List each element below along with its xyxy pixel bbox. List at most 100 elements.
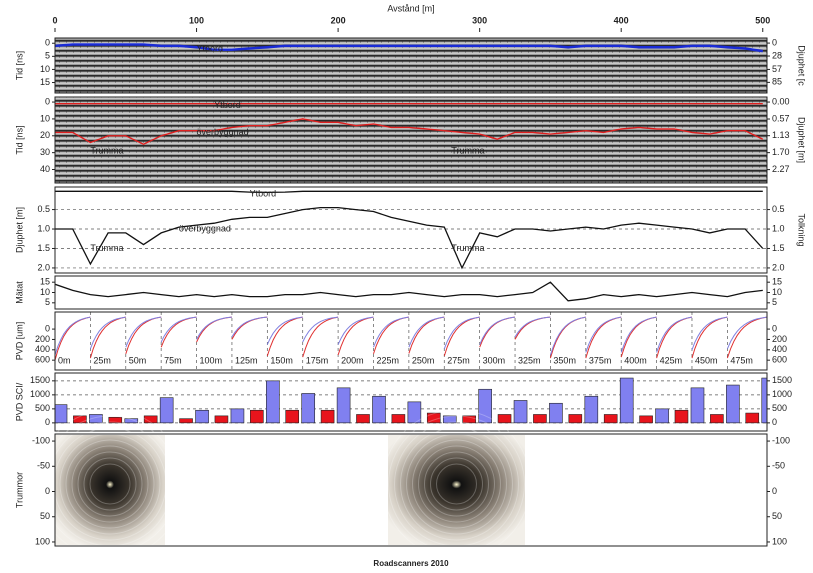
series-label: överbyggnad <box>179 223 231 233</box>
y-tick-label: 10 <box>40 64 50 74</box>
series-label: Ytbord <box>214 100 241 110</box>
station-label: 475m <box>730 355 753 365</box>
y2-tick-label: 5 <box>772 297 777 307</box>
bar <box>675 410 688 423</box>
y-tick-label: 1500 <box>30 375 50 385</box>
bar <box>710 414 723 422</box>
y2-tick-label: 0.57 <box>772 113 790 123</box>
y-tick-label: 600 <box>35 355 50 365</box>
y-tick-label: -100 <box>32 435 50 445</box>
bar <box>549 403 562 423</box>
y-tick-label: 0 <box>45 417 50 427</box>
y-axis-label: PVD [um] <box>14 322 24 361</box>
y2-tick-label: 0 <box>772 486 777 496</box>
station-label: 125m <box>235 355 258 365</box>
y2-tick-label: 85 <box>772 77 782 87</box>
y-tick-label: 30 <box>40 147 50 157</box>
y-tick-label: 500 <box>35 403 50 413</box>
series-label: Ytbord <box>197 44 224 54</box>
y-tick-label: 15 <box>40 277 50 287</box>
station-label: 25m <box>93 355 111 365</box>
x-tick-label: 0 <box>52 15 57 25</box>
y-axis-label: Djuphet [m] <box>14 207 24 253</box>
y-tick-label: 15 <box>40 77 50 87</box>
plot-area: Ytbord <box>55 38 767 93</box>
footer: Roadscanners 2010 <box>373 559 449 568</box>
station-label: 75m <box>164 355 182 365</box>
bar <box>746 413 759 423</box>
y-tick-label: 5 <box>45 51 50 61</box>
y2-tick-label: -50 <box>772 461 785 471</box>
annotation: Trumma <box>90 243 123 253</box>
y2-tick-label: 400 <box>772 344 787 354</box>
y-axis-label: PVD SCI/ <box>14 382 24 421</box>
plot-area <box>55 276 767 309</box>
x-tick-label: 100 <box>189 15 204 25</box>
y-tick-label: 20 <box>40 130 50 140</box>
y2-tick-label: 200 <box>772 334 787 344</box>
bar <box>640 416 653 423</box>
y-tick-label: 10 <box>40 287 50 297</box>
bar <box>266 381 279 423</box>
y2-axis-label: Djuphet [m] <box>797 117 807 163</box>
y-axis-label: Trummor <box>14 472 24 508</box>
y2-tick-label: 500 <box>772 403 787 413</box>
y2-tick-label: -100 <box>772 435 790 445</box>
y-axis-label: Mätat <box>14 281 24 304</box>
y2-tick-label: 0.00 <box>772 96 790 106</box>
y-tick-label: 40 <box>40 164 50 174</box>
x-tick-label: 400 <box>614 15 629 25</box>
x-tick-label: 500 <box>755 15 770 25</box>
plot-area <box>36 410 767 558</box>
y2-tick-label: 600 <box>772 355 787 365</box>
station-label: 400m <box>624 355 647 365</box>
station-label: 425m <box>660 355 683 365</box>
x-tick-label: 200 <box>331 15 346 25</box>
y2-tick-label: 1.70 <box>772 147 790 157</box>
y2-tick-label: 28 <box>772 50 782 60</box>
bar <box>215 416 228 423</box>
panel: YtbordöverbyggnadTrummaTrumma0.50.51.01.… <box>14 187 806 273</box>
bar <box>656 409 669 423</box>
y-tick-label: 2.0 <box>37 262 50 272</box>
plot-area <box>54 373 775 431</box>
y-tick-label: 400 <box>35 344 50 354</box>
bar <box>392 414 405 422</box>
y2-tick-label: 2.0 <box>772 262 785 272</box>
bar <box>604 414 617 422</box>
station-label: 200m <box>341 355 364 365</box>
bar <box>231 409 244 423</box>
y-axis-label: Tid [ns] <box>14 125 24 154</box>
bar <box>691 388 704 423</box>
bar <box>569 414 582 422</box>
y2-tick-label: 15 <box>772 277 782 287</box>
y2-tick-label: 1500 <box>772 375 792 385</box>
y2-tick-label: 57 <box>772 64 782 74</box>
bar <box>533 414 546 422</box>
bar <box>620 378 633 423</box>
station-label: 50m <box>129 355 147 365</box>
chart: Roadscanners 2010 Avstånd [m]01002003004… <box>0 0 813 573</box>
station-label: 275m <box>447 355 470 365</box>
y2-tick-label: 0 <box>772 37 777 47</box>
series-label: överbyggnad <box>197 127 249 137</box>
panel-background <box>55 97 767 183</box>
panel-background <box>55 187 767 273</box>
station-label: 225m <box>376 355 399 365</box>
bar <box>302 393 315 422</box>
station-label: 250m <box>412 355 435 365</box>
station-label: 100m <box>200 355 223 365</box>
y-tick-label: 200 <box>35 334 50 344</box>
bar <box>54 405 67 423</box>
bar <box>356 414 369 422</box>
y-tick-label: 1000 <box>30 389 50 399</box>
bar <box>196 410 209 423</box>
y2-tick-label: 0 <box>772 323 777 333</box>
y-tick-label: 50 <box>40 511 50 521</box>
bar <box>726 385 739 423</box>
